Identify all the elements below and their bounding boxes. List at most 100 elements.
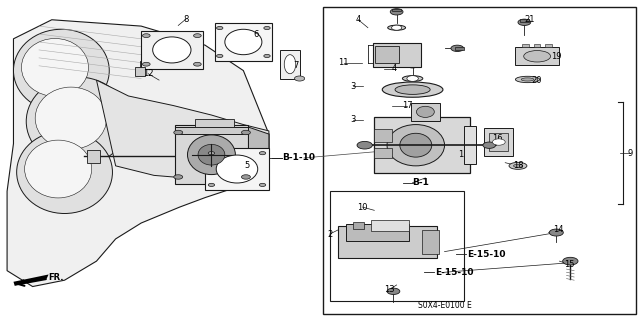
Circle shape [173, 175, 182, 179]
Ellipse shape [513, 164, 522, 167]
Text: 6: 6 [253, 31, 259, 40]
Ellipse shape [13, 29, 109, 112]
Circle shape [193, 34, 201, 38]
Bar [489, 133, 508, 151]
Circle shape [483, 142, 495, 148]
Circle shape [408, 63, 417, 68]
Text: 17: 17 [402, 101, 413, 110]
Bar [141, 31, 203, 69]
Ellipse shape [225, 29, 262, 55]
Circle shape [241, 130, 250, 135]
Circle shape [392, 25, 402, 30]
Text: 11: 11 [339, 58, 349, 67]
Text: S0X4-E0100 E: S0X4-E0100 E [418, 301, 472, 310]
Ellipse shape [216, 155, 258, 183]
Circle shape [193, 62, 201, 66]
Bar [374, 117, 470, 173]
Circle shape [208, 152, 214, 155]
Circle shape [518, 19, 531, 26]
Circle shape [216, 54, 223, 57]
Ellipse shape [395, 85, 430, 94]
Ellipse shape [26, 77, 129, 166]
Bar [175, 125, 248, 184]
Ellipse shape [284, 55, 296, 74]
Circle shape [259, 152, 266, 155]
Bar [484, 128, 513, 156]
Bar [280, 50, 300, 78]
Bar [330, 191, 464, 301]
Bar [195, 119, 234, 127]
Bar [375, 46, 399, 63]
Text: 4: 4 [392, 64, 397, 73]
Ellipse shape [188, 135, 236, 174]
Polygon shape [464, 126, 476, 164]
Ellipse shape [524, 50, 550, 62]
Text: 1: 1 [458, 150, 463, 159]
Bar [391, 222, 403, 229]
Ellipse shape [35, 87, 107, 149]
Circle shape [216, 26, 223, 30]
Circle shape [259, 183, 266, 187]
Circle shape [143, 34, 150, 38]
Ellipse shape [509, 162, 527, 169]
Ellipse shape [521, 78, 534, 81]
Circle shape [294, 76, 305, 81]
Text: 15: 15 [564, 260, 574, 269]
Bar [515, 47, 559, 65]
Ellipse shape [25, 140, 92, 198]
Circle shape [387, 288, 400, 294]
Circle shape [208, 183, 214, 187]
Text: 2: 2 [327, 230, 332, 239]
Text: 14: 14 [553, 225, 563, 234]
Text: FR.: FR. [49, 272, 64, 281]
Text: 7: 7 [293, 61, 298, 70]
Text: 20: 20 [532, 76, 542, 85]
Bar [87, 150, 100, 163]
Circle shape [492, 139, 505, 145]
Bar [353, 222, 364, 229]
Text: 13: 13 [383, 285, 394, 294]
Bar [520, 19, 529, 22]
Circle shape [407, 76, 419, 81]
Bar [214, 23, 272, 61]
Bar [323, 7, 636, 314]
Bar [411, 103, 440, 121]
Circle shape [390, 9, 403, 15]
Circle shape [173, 130, 182, 135]
Text: 10: 10 [358, 203, 368, 211]
Text: 3: 3 [351, 82, 356, 91]
Text: 9: 9 [627, 149, 632, 158]
Text: 21: 21 [524, 15, 534, 24]
Text: B-1-10: B-1-10 [282, 153, 315, 162]
Ellipse shape [17, 131, 113, 213]
Text: B-1: B-1 [413, 178, 429, 187]
Bar [205, 148, 269, 190]
Bar [372, 43, 420, 67]
Circle shape [143, 62, 150, 66]
Bar [422, 230, 440, 254]
Bar [374, 148, 392, 158]
Circle shape [241, 175, 250, 179]
Ellipse shape [387, 124, 445, 166]
Ellipse shape [198, 145, 225, 165]
Bar [455, 47, 464, 50]
Ellipse shape [403, 76, 423, 81]
Ellipse shape [22, 39, 88, 96]
Bar [374, 129, 392, 142]
Polygon shape [7, 20, 269, 286]
Bar [371, 220, 410, 231]
Circle shape [451, 45, 464, 51]
Polygon shape [248, 127, 269, 183]
Ellipse shape [400, 133, 432, 157]
Bar [346, 224, 410, 241]
Ellipse shape [382, 82, 443, 97]
Text: 12: 12 [143, 69, 154, 78]
Circle shape [264, 54, 270, 57]
Ellipse shape [153, 37, 191, 63]
Ellipse shape [515, 76, 540, 83]
Text: E-15-10: E-15-10 [467, 250, 506, 259]
Circle shape [549, 229, 563, 236]
Bar [135, 67, 145, 76]
Text: 8: 8 [183, 15, 189, 24]
Polygon shape [97, 80, 269, 179]
